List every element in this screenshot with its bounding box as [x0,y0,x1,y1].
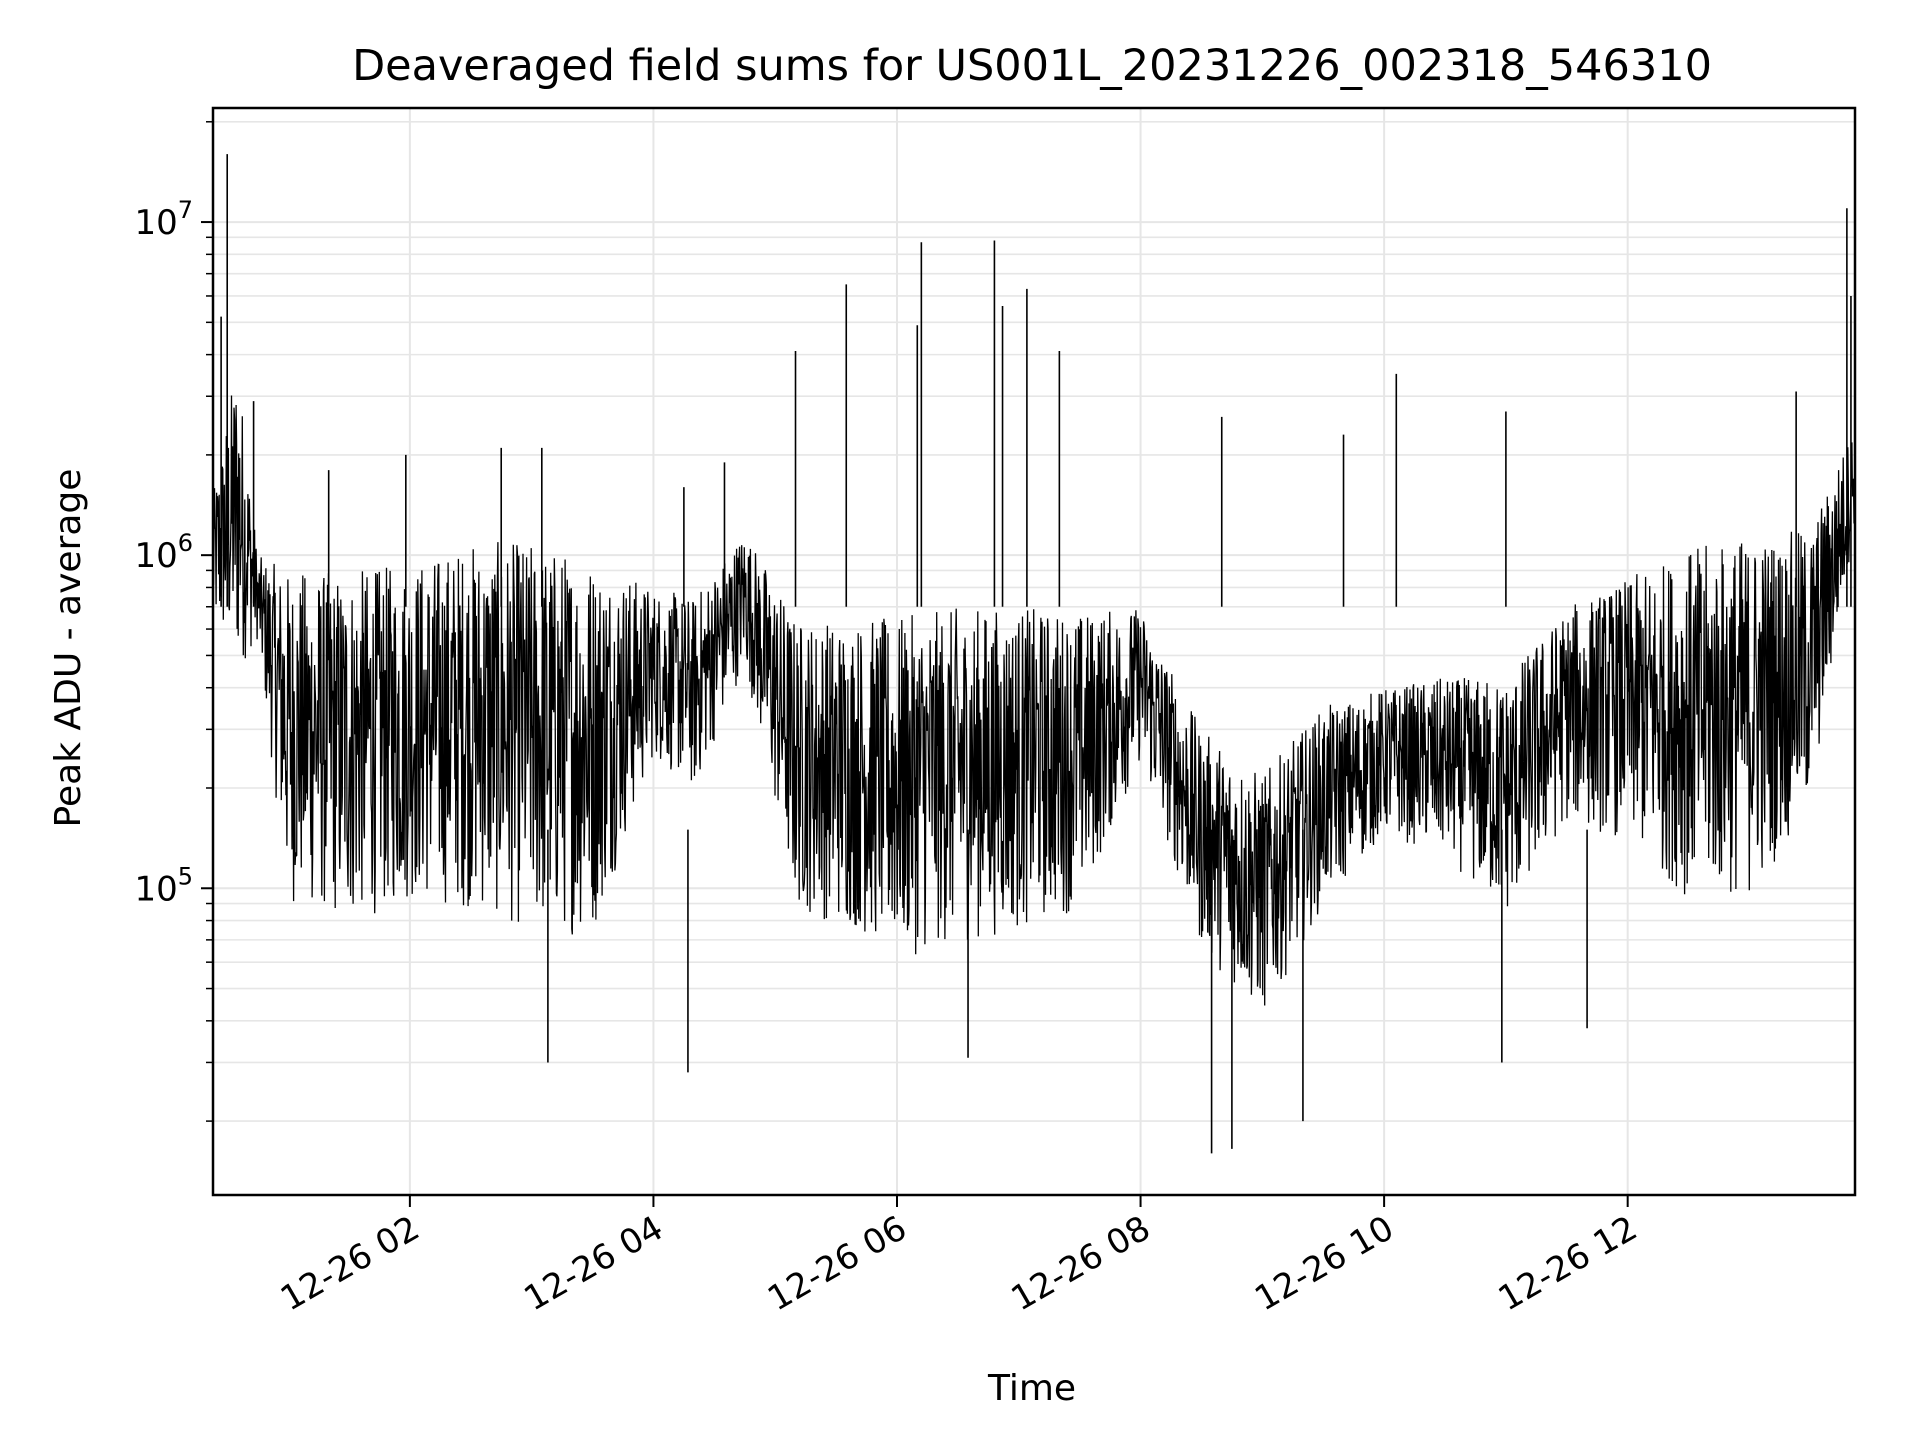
y-axis-label: Peak ADU - average [48,469,89,828]
y-tick-label: 106 [134,529,193,576]
axes-frame [211,106,1857,1197]
data-line [212,395,1856,1006]
y-tick-label: 105 [134,862,193,909]
x-axis-label: Time [987,1368,1076,1409]
y-tick-label: 107 [134,196,193,243]
chart-title: Deaveraged field sums for US001L_2023122… [352,41,1712,91]
